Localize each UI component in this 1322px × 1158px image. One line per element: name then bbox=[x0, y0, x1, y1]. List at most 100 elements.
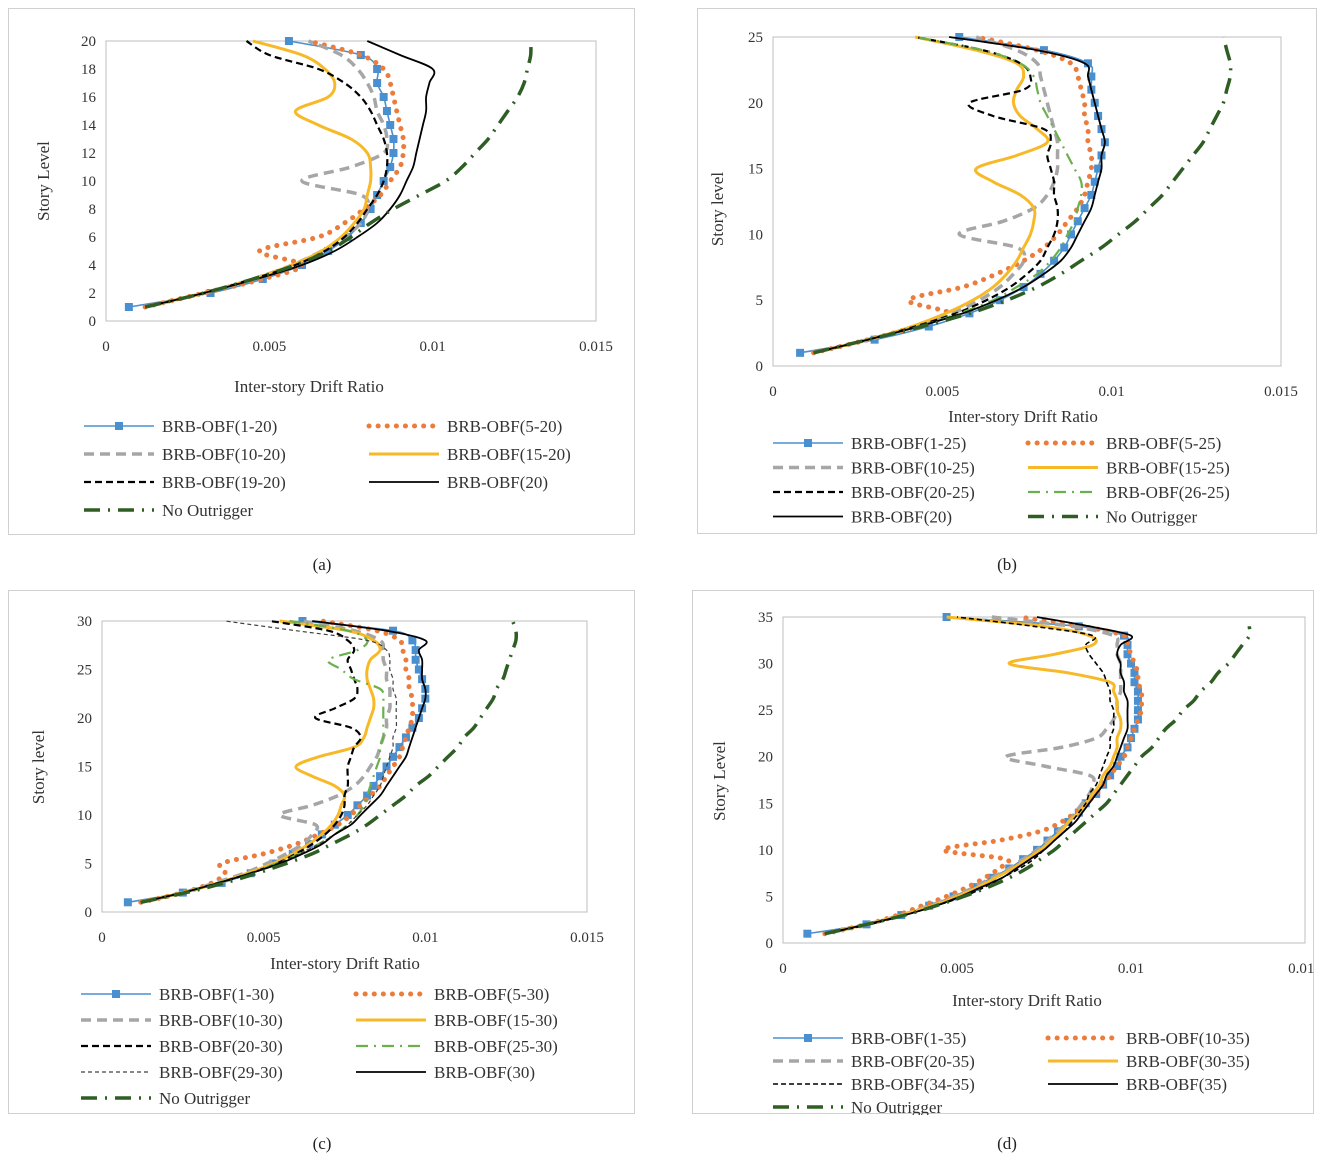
series-line bbox=[813, 35, 1059, 354]
legend-entry: BRB-OBF(26-25) bbox=[1028, 483, 1230, 502]
data-point bbox=[1050, 256, 1059, 265]
y-tick-label: 20 bbox=[758, 750, 773, 766]
chart-panel-d: 0 5 10 15 20 25 30 35 0 0.005 0.01 0.015 Inter-story… bbox=[692, 590, 1315, 1115]
series-line bbox=[824, 616, 1134, 935]
data-point bbox=[284, 37, 293, 45]
x-tick-label: 0 bbox=[779, 961, 787, 977]
chart-panel-b: 0 5 10 15 20 25 0 0.005 0.01 0.015 Inter-story Dri… bbox=[697, 8, 1317, 534]
legend-label: BRB-OBF(15-25) bbox=[1106, 459, 1230, 478]
data-point bbox=[353, 801, 362, 810]
legend-entry: BRB-OBF(10-35) bbox=[1045, 1029, 1250, 1048]
legend-entry: BRB-OBF(25-30) bbox=[356, 1037, 558, 1056]
chart-b-svg: 0 5 10 15 20 25 0 0.005 0.01 0.015 Inter-story Dri… bbox=[708, 30, 1298, 527]
data-point bbox=[363, 791, 372, 800]
y-tick-label: 5 bbox=[766, 889, 774, 905]
legend-entry: BRB-OBF(15-30) bbox=[356, 1011, 558, 1030]
legend-entry: BRB-OBF(34-35) bbox=[773, 1075, 975, 1094]
legend-label: BRB-OBF(1-35) bbox=[851, 1029, 966, 1048]
series-line bbox=[144, 40, 389, 309]
series-line bbox=[140, 619, 362, 904]
series-line bbox=[140, 619, 385, 904]
series-line bbox=[824, 616, 1115, 935]
x-tick-label: 0.015 bbox=[1288, 961, 1315, 977]
legend-label: No Outrigger bbox=[851, 1098, 942, 1115]
series-line bbox=[140, 619, 392, 905]
legend-entry: BRB-OBF(19-20) bbox=[84, 473, 286, 492]
data-point bbox=[411, 646, 420, 655]
data-point bbox=[1130, 668, 1139, 677]
series-line bbox=[144, 39, 373, 309]
legend-entry: BRB-OBF(5-25) bbox=[1025, 434, 1221, 453]
data-point bbox=[389, 626, 397, 635]
legend-label: BRB-OBF(20-35) bbox=[851, 1052, 975, 1071]
legend-entry: BRB-OBF(20-30) bbox=[81, 1037, 283, 1056]
data-point bbox=[1060, 243, 1069, 252]
data-point bbox=[1106, 771, 1115, 780]
data-point bbox=[1133, 687, 1142, 696]
data-point bbox=[373, 79, 382, 87]
legend-label: BRB-OBF(5-20) bbox=[447, 417, 562, 436]
x-tick-label: 0.01 bbox=[420, 339, 446, 355]
plot-area-b bbox=[772, 36, 1282, 367]
y-tick-label: 8 bbox=[89, 202, 97, 218]
data-point bbox=[389, 149, 398, 157]
series-line bbox=[799, 36, 1106, 354]
legend-label: BRB-OBF(10-25) bbox=[851, 459, 975, 478]
x-tick-label: 0.005 bbox=[925, 384, 959, 400]
x-tick-label: 0.01 bbox=[1099, 384, 1125, 400]
data-point bbox=[995, 296, 1004, 305]
legend-label: BRB-OBF(20) bbox=[851, 508, 952, 527]
series-line bbox=[811, 34, 1095, 356]
y-tick-label: 0 bbox=[89, 314, 97, 330]
legend-entry: BRB-OBF(30) bbox=[356, 1063, 535, 1082]
data-point bbox=[1083, 59, 1092, 68]
data-point bbox=[366, 205, 375, 213]
data-point bbox=[1087, 190, 1096, 199]
series-line bbox=[813, 35, 1083, 354]
y-axis-label: Story level bbox=[29, 730, 48, 804]
data-point bbox=[1116, 752, 1125, 761]
legend-entry: BRB-OBF(5-30) bbox=[353, 985, 549, 1004]
legend-entry: BRB-OBF(1-25) bbox=[773, 434, 966, 453]
x-axis-label: Inter-story Drift Ratio bbox=[948, 407, 1098, 426]
series-line bbox=[128, 40, 395, 308]
y-tick-label: 0 bbox=[766, 936, 774, 952]
series-line bbox=[144, 39, 390, 309]
y-tick-label: 10 bbox=[758, 843, 773, 859]
legend-entry: No Outrigger bbox=[84, 501, 253, 520]
legend-entry: BRB-OBF(20-25) bbox=[773, 483, 975, 502]
legend-label: BRB-OBF(15-20) bbox=[447, 445, 571, 464]
legend-label: BRB-OBF(1-25) bbox=[851, 434, 966, 453]
legend-marker bbox=[804, 439, 812, 447]
x-tick-label: 0.005 bbox=[252, 339, 286, 355]
legend-entry: BRB-OBF(1-30) bbox=[81, 985, 274, 1004]
caption-c: (c) bbox=[312, 1134, 332, 1153]
legend-label: BRB-OBF(35) bbox=[1126, 1075, 1227, 1094]
data-point bbox=[389, 135, 398, 143]
data-point bbox=[411, 655, 420, 664]
legend-entry: BRB-OBF(35) bbox=[1048, 1075, 1227, 1094]
series-line bbox=[813, 36, 1233, 355]
y-tick-label: 6 bbox=[89, 230, 97, 246]
legend-label: BRB-OBF(30) bbox=[434, 1063, 535, 1082]
legend-label: BRB-OBF(10-20) bbox=[162, 445, 286, 464]
y-tick-label: 16 bbox=[81, 90, 97, 106]
data-point bbox=[343, 811, 352, 819]
series-line bbox=[140, 620, 519, 905]
legend-label: BRB-OBF(20-30) bbox=[159, 1037, 283, 1056]
y-tick-label: 15 bbox=[758, 796, 773, 812]
data-point bbox=[955, 33, 964, 41]
legend-label: BRB-OBF(1-20) bbox=[162, 417, 277, 436]
chart-a-svg: 0 2 4 6 8 10 12 14 16 18 20 0 0.005 0.01 0.015 Inter-st… bbox=[34, 34, 613, 520]
legend-label: BRB-OBF(19-20) bbox=[162, 473, 286, 492]
data-point bbox=[298, 617, 307, 625]
legend-entry: BRB-OBF(10-20) bbox=[84, 445, 286, 464]
data-point bbox=[376, 772, 385, 781]
legend-entry: BRB-OBF(30-35) bbox=[1048, 1052, 1250, 1071]
data-point bbox=[414, 665, 423, 674]
chart-panel-c: 0 5 10 15 20 25 30 0 0.005 0.01 0.015 Inter-story D… bbox=[8, 590, 635, 1114]
data-point bbox=[1036, 269, 1045, 278]
legend-entry: BRB-OBF(15-25) bbox=[1028, 459, 1230, 478]
data-point bbox=[796, 348, 805, 357]
legend-label: BRB-OBF(10-30) bbox=[159, 1011, 283, 1030]
